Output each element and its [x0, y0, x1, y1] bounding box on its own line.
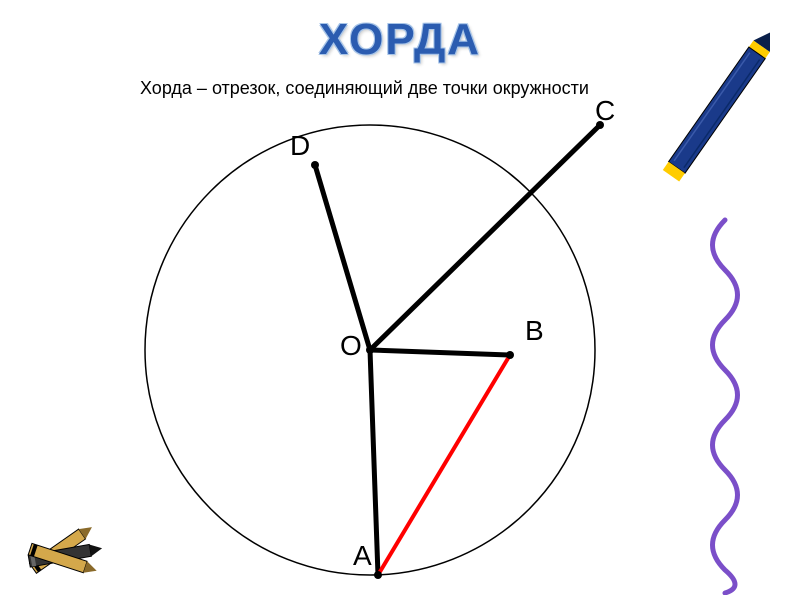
page-title: ХОРДА	[319, 15, 481, 65]
point-label-A: A	[353, 540, 372, 571]
point-label-O: O	[340, 330, 362, 361]
geometry-diagram: O A B C D	[140, 100, 660, 600]
point-label-D: D	[290, 130, 310, 161]
crayon-decoration-blue	[650, 20, 770, 220]
definition-text: Хорда – отрезок, соединяющий две точки о…	[140, 78, 589, 99]
point-label-C: C	[595, 100, 615, 126]
crayons-corner-decoration	[20, 505, 130, 595]
point-label-B: B	[525, 315, 544, 346]
squiggle-decoration	[695, 215, 755, 595]
